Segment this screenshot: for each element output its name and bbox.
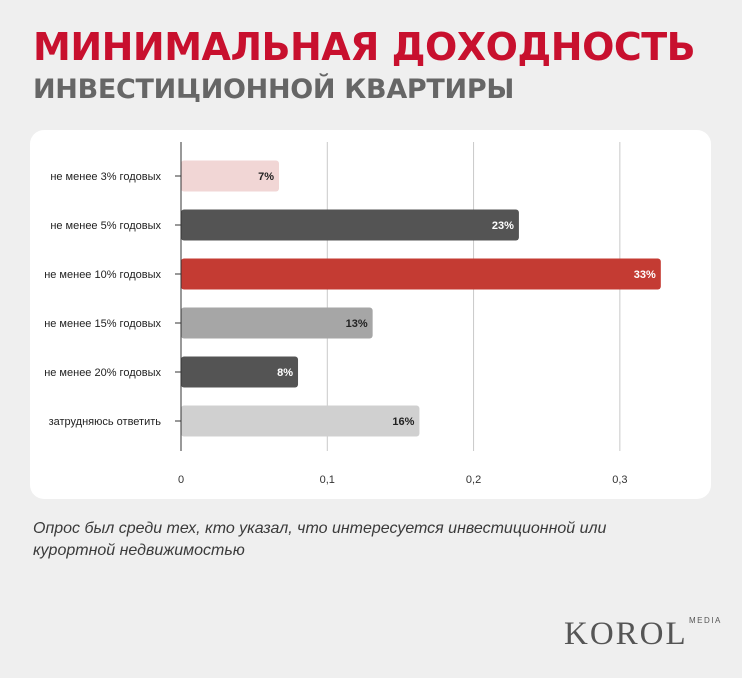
x-tick-label: 0,3 xyxy=(612,474,627,486)
data-label: 13% xyxy=(346,318,368,330)
page-title: МИНИМАЛЬНАЯ ДОХОДНОСТЬ xyxy=(33,25,696,69)
bar xyxy=(181,209,519,241)
x-tick-label: 0 xyxy=(178,474,184,486)
bar xyxy=(181,307,373,339)
x-tick-label: 0,2 xyxy=(466,474,481,486)
category-label: не менее 10% годовых xyxy=(44,269,161,281)
data-label: 8% xyxy=(277,367,293,379)
category-label: не менее 3% годовых xyxy=(50,171,161,183)
category-label: не менее 20% годовых xyxy=(44,367,161,379)
bar xyxy=(181,405,420,437)
bar-chart: не менее 3% годовых 7% не менее 5% годовых… xyxy=(44,142,661,486)
data-label: 33% xyxy=(634,269,656,281)
category-label: не менее 5% годовых xyxy=(50,220,161,232)
survey-note: Опрос был среди тех, кто указал, что инт… xyxy=(33,520,607,559)
chart-card: не менее 3% годовых 7% не менее 5% годовых… xyxy=(30,130,711,499)
bar xyxy=(181,160,280,192)
data-label: 23% xyxy=(492,220,514,232)
page-subtitle: ИНВЕСТИЦИОННОЙ КВАРТИРЫ xyxy=(33,74,514,105)
brand-logo: KOROL xyxy=(564,616,688,652)
data-label: 16% xyxy=(392,416,414,428)
category-label: не менее 15% годовых xyxy=(44,318,161,330)
x-tick-label: 0,1 xyxy=(320,474,335,486)
bar xyxy=(181,258,661,290)
brand-logo-sub: MEDIA xyxy=(689,616,722,625)
bar xyxy=(181,356,299,388)
category-label: затрудняюсь ответить xyxy=(49,416,162,428)
data-label: 7% xyxy=(258,171,274,183)
